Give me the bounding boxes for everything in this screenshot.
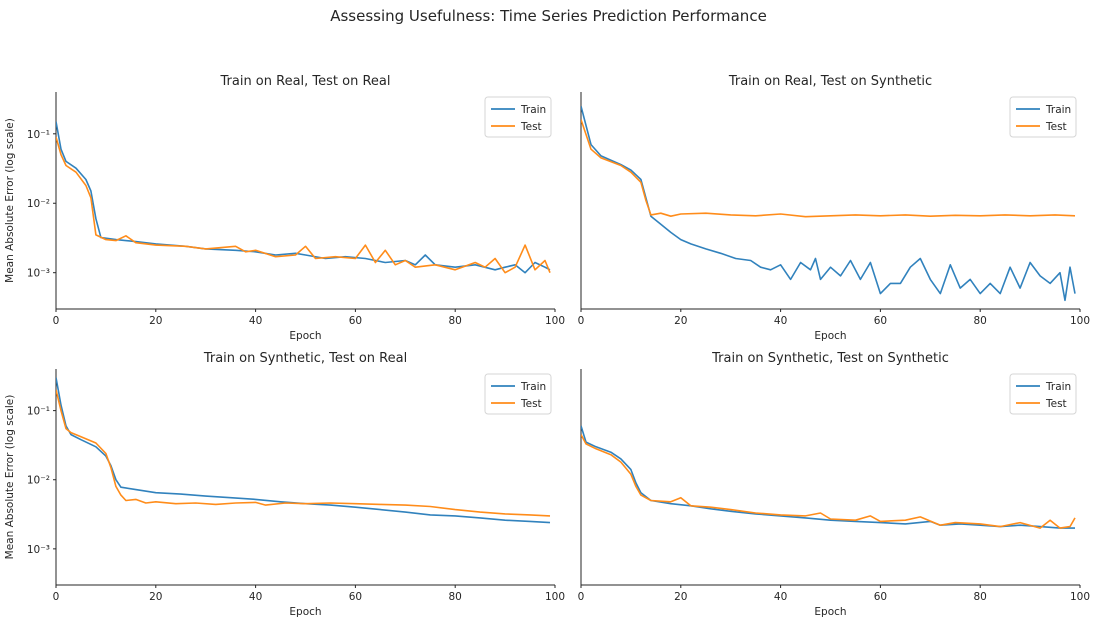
x-axis-label: Epoch bbox=[814, 606, 846, 618]
x-tick-label: 40 bbox=[249, 315, 262, 327]
x-tick-label: 20 bbox=[149, 315, 162, 327]
x-tick-label: 20 bbox=[674, 315, 687, 327]
series-line-test bbox=[581, 119, 1076, 218]
legend-label-test: Test bbox=[520, 121, 542, 133]
legend-label-test: Test bbox=[520, 398, 542, 410]
x-tick-label: 20 bbox=[149, 591, 162, 603]
chart-panel-3: Train on Synthetic, Test on Real 0 20 40 60 8… bbox=[4, 351, 565, 618]
x-tick-label: 100 bbox=[1070, 315, 1090, 327]
legend-label-train: Train bbox=[1045, 104, 1071, 116]
legend-label-train: Train bbox=[520, 381, 546, 393]
panel-title: Train on Real, Test on Synthetic bbox=[728, 74, 932, 89]
figure-suptitle: Assessing Usefulness: Time Series Predic… bbox=[330, 7, 767, 25]
x-tick-label: 60 bbox=[874, 591, 887, 603]
x-axis-label: Epoch bbox=[289, 330, 321, 342]
legend-box bbox=[1009, 373, 1077, 415]
legend-box bbox=[484, 373, 552, 415]
series-line-train bbox=[56, 377, 551, 524]
x-tick-label: 80 bbox=[974, 315, 987, 327]
series-line-train bbox=[581, 425, 1075, 529]
y-axis-label: Mean Absolute Error (log scale) bbox=[4, 395, 16, 560]
y-tick-label: 10⁻² bbox=[27, 198, 50, 210]
legend-box bbox=[1009, 96, 1077, 138]
x-tick-label: 40 bbox=[249, 591, 262, 603]
legend-label-test: Test bbox=[1045, 121, 1067, 133]
x-tick-label: 0 bbox=[53, 315, 60, 327]
x-tick-label: 100 bbox=[545, 315, 565, 327]
chart-panel-2: Train on Real, Test on Synthetic 0 20 40 60 8… bbox=[578, 74, 1090, 342]
y-tick-label: 10⁻¹ bbox=[27, 129, 50, 141]
series-line-train bbox=[56, 121, 551, 274]
x-tick-label: 40 bbox=[774, 591, 787, 603]
x-tick-label: 80 bbox=[974, 591, 987, 603]
x-axis-label: Epoch bbox=[289, 606, 321, 618]
x-axis-label: Epoch bbox=[814, 330, 846, 342]
panel-title: Train on Synthetic, Test on Synthetic bbox=[711, 351, 949, 366]
y-tick-label: 10⁻³ bbox=[27, 544, 50, 556]
x-tick-label: 20 bbox=[674, 591, 687, 603]
panel-title: Train on Real, Test on Real bbox=[219, 74, 390, 89]
chart-panel-4: Train on Synthetic, Test on Synthetic 0 20… bbox=[578, 351, 1090, 618]
panel-title: Train on Synthetic, Test on Real bbox=[203, 351, 407, 366]
x-tick-label: 80 bbox=[449, 315, 462, 327]
legend-label-train: Train bbox=[1045, 381, 1071, 393]
x-tick-label: 0 bbox=[578, 315, 585, 327]
series-line-test bbox=[56, 389, 551, 517]
x-tick-label: 40 bbox=[774, 315, 787, 327]
series-line-test bbox=[56, 136, 551, 274]
x-tick-label: 100 bbox=[1070, 591, 1090, 603]
y-tick-label: 10⁻³ bbox=[27, 268, 50, 280]
legend-box bbox=[484, 96, 552, 138]
x-tick-label: 100 bbox=[545, 591, 565, 603]
x-tick-label: 80 bbox=[449, 591, 462, 603]
y-axis-label: Mean Absolute Error (log scale) bbox=[4, 118, 16, 283]
y-tick-label: 10⁻² bbox=[27, 475, 50, 487]
x-tick-label: 60 bbox=[349, 591, 362, 603]
x-tick-label: 60 bbox=[349, 315, 362, 327]
x-tick-label: 0 bbox=[53, 591, 60, 603]
x-tick-label: 60 bbox=[874, 315, 887, 327]
chart-panel-1: Train on Real, Test on Real 0 20 40 60 80 100 E… bbox=[4, 74, 565, 342]
x-tick-label: 0 bbox=[578, 591, 585, 603]
series-line-train bbox=[581, 105, 1076, 302]
legend-label-train: Train bbox=[520, 104, 546, 116]
y-tick-label: 10⁻¹ bbox=[27, 406, 50, 418]
series-line-test bbox=[581, 434, 1076, 529]
legend-label-test: Test bbox=[1045, 398, 1067, 410]
